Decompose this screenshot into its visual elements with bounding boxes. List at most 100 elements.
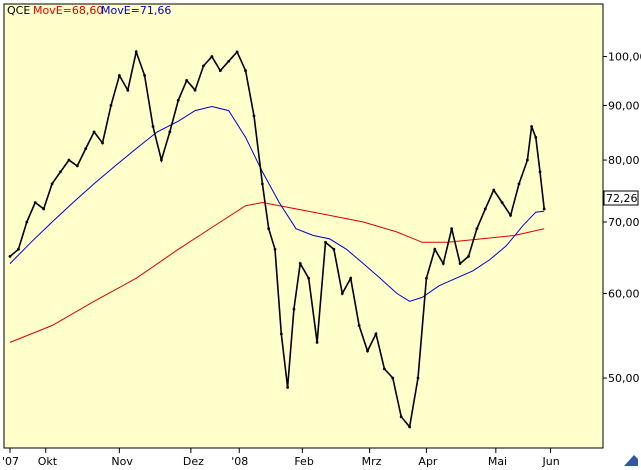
price-point bbox=[8, 254, 12, 258]
x-tick-label: Okt bbox=[38, 455, 58, 468]
price-point bbox=[25, 220, 29, 224]
price-point bbox=[483, 207, 487, 211]
price-point bbox=[292, 307, 296, 311]
price-point bbox=[50, 182, 54, 186]
x-tick-label: Feb bbox=[294, 455, 313, 468]
price-point bbox=[252, 114, 256, 118]
price-point bbox=[382, 367, 386, 371]
price-point bbox=[260, 182, 264, 186]
price-point bbox=[235, 50, 239, 54]
price-point bbox=[525, 158, 529, 162]
price-point bbox=[357, 324, 361, 327]
y-tick-label: 80,00 bbox=[608, 154, 640, 167]
x-tick-label: Mai bbox=[488, 455, 507, 468]
price-point bbox=[193, 88, 197, 92]
price-point bbox=[433, 247, 437, 251]
legend-ma2: MovE=71,66 bbox=[101, 4, 171, 17]
price-point bbox=[17, 247, 20, 251]
chart-up-arrow-icon[interactable] bbox=[621, 450, 641, 470]
price-point bbox=[126, 88, 130, 92]
price-point bbox=[315, 340, 319, 344]
price-point bbox=[307, 276, 311, 280]
price-point bbox=[202, 64, 205, 68]
price-point bbox=[467, 254, 470, 258]
price-point bbox=[244, 69, 247, 73]
price-point bbox=[408, 425, 412, 429]
price-point bbox=[75, 164, 79, 168]
price-point bbox=[267, 227, 271, 231]
price-point bbox=[176, 98, 180, 102]
price-point bbox=[441, 262, 445, 265]
x-tick-label: Jun bbox=[542, 455, 560, 468]
price-point bbox=[84, 147, 88, 151]
price-point bbox=[450, 227, 454, 231]
price-point bbox=[160, 158, 163, 162]
price-point bbox=[117, 74, 121, 77]
plot-area bbox=[3, 3, 604, 449]
last-value-label: 72,26 bbox=[606, 192, 638, 205]
price-point bbox=[349, 276, 353, 280]
price-point bbox=[500, 201, 504, 204]
price-point bbox=[425, 276, 428, 280]
y-axis: 50,00 60,00 70,00 80,00 90,00 100,00 bbox=[603, 51, 641, 385]
price-point bbox=[286, 386, 290, 389]
price-point bbox=[298, 262, 302, 265]
price-point bbox=[538, 170, 542, 174]
price-point bbox=[101, 141, 104, 145]
series-layer bbox=[8, 49, 546, 429]
price-point bbox=[475, 227, 479, 231]
price-point bbox=[218, 69, 222, 73]
x-tick-label: '07 bbox=[2, 455, 19, 468]
price-point bbox=[210, 55, 214, 58]
y-tick-label: 70,00 bbox=[608, 216, 640, 229]
price-point bbox=[399, 415, 403, 419]
price-point bbox=[227, 59, 231, 63]
price-point bbox=[534, 136, 538, 139]
series-ma-long bbox=[9, 201, 545, 343]
price-point bbox=[33, 201, 37, 204]
price-point bbox=[109, 104, 113, 107]
price-point bbox=[67, 158, 71, 162]
last-value-marker: 72,26 bbox=[603, 190, 639, 206]
series-price bbox=[9, 49, 545, 429]
series-ma-short bbox=[9, 105, 545, 302]
price-point bbox=[185, 78, 189, 82]
price-point bbox=[374, 332, 378, 336]
y-tick-label: 60,00 bbox=[608, 287, 640, 300]
price-point bbox=[542, 207, 546, 211]
price-point bbox=[458, 262, 462, 265]
price-point bbox=[492, 188, 496, 192]
y-tick-label: 50,00 bbox=[608, 372, 640, 385]
x-tick-label: '08 bbox=[231, 455, 248, 468]
price-point bbox=[279, 332, 283, 336]
y-tick-label: 90,00 bbox=[608, 99, 640, 112]
price-point bbox=[324, 240, 327, 244]
legend-ma1: MovE=68,60 bbox=[33, 4, 103, 17]
price-point bbox=[517, 182, 521, 186]
price-point bbox=[151, 125, 155, 128]
price-point bbox=[42, 207, 46, 211]
price-point bbox=[168, 130, 172, 134]
price-point bbox=[530, 125, 533, 128]
price-point bbox=[416, 376, 420, 380]
x-tick-label: Nov bbox=[111, 455, 133, 468]
legend: QCE MovE=68,60 MovE=71,66 bbox=[7, 4, 171, 17]
x-tick-label: Mrz bbox=[362, 455, 382, 468]
price-point bbox=[273, 247, 277, 251]
price-point bbox=[92, 130, 96, 134]
x-tick-label: Apr bbox=[418, 455, 438, 468]
x-axis: '07 Okt Nov Dez '08 Feb Mrz Apr Mai Jun bbox=[2, 448, 560, 468]
price-point bbox=[332, 247, 336, 251]
price-point bbox=[59, 170, 62, 174]
price-point bbox=[509, 214, 512, 217]
price-point bbox=[340, 292, 344, 295]
legend-symbol: QCE bbox=[7, 4, 30, 17]
price-point bbox=[143, 74, 147, 77]
price-point bbox=[391, 376, 395, 380]
price-point bbox=[134, 50, 138, 54]
x-tick-label: Dez bbox=[183, 455, 204, 468]
price-point bbox=[366, 349, 369, 353]
y-tick-label: 100,00 bbox=[608, 51, 641, 64]
